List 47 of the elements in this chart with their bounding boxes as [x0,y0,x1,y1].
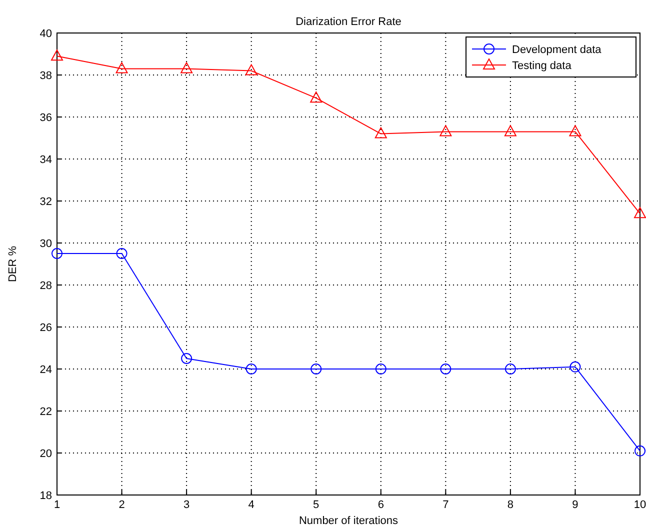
x-axis-title: Number of iterations [298,515,399,527]
point [374,127,387,138]
x-tick-label: 6 [378,499,384,511]
x-tick-label: 7 [442,499,449,511]
point [440,364,452,374]
point [634,207,646,218]
point [116,62,128,74]
point [569,125,582,136]
x-tick-label: 5 [313,499,320,511]
legend-label: Testing data [512,60,572,72]
point [181,353,192,364]
point [246,364,257,374]
y-tick-label: 22 [40,406,52,418]
y-tick-label: 40 [40,28,52,40]
point [116,248,128,259]
y-axis-title: DER % [7,246,19,282]
point [375,364,386,374]
point [634,445,646,456]
point [245,64,258,76]
y-tick-label: 34 [40,154,52,166]
point [504,125,516,136]
point [310,364,322,374]
x-tick-label: 9 [572,499,578,511]
y-tick-label: 20 [40,448,52,460]
y-tick-label: 30 [40,238,52,250]
point [440,125,452,136]
x-tick-label: 1 [54,499,60,511]
y-tick-label: 36 [40,112,52,124]
y-tick-label: 32 [40,196,52,208]
point [180,62,193,74]
point [504,364,516,374]
point [52,248,62,259]
point [570,361,581,372]
x-tick-label: 4 [248,499,254,511]
legend-label: Development data [512,44,602,56]
y-tick-label: 38 [40,70,52,82]
chart-title: Diarization Error Rate [296,16,402,28]
x-tick-label: 10 [634,499,646,511]
y-tick-label: 18 [40,490,52,502]
x-tick-label: 8 [507,499,514,511]
x-tick-label: 2 [118,499,125,511]
y-tick-label: 24 [40,364,52,376]
point [51,50,63,61]
y-tick-label: 28 [40,280,52,292]
x-tick-label: 3 [183,499,190,511]
y-tick-label: 26 [40,322,52,334]
point [310,92,322,103]
